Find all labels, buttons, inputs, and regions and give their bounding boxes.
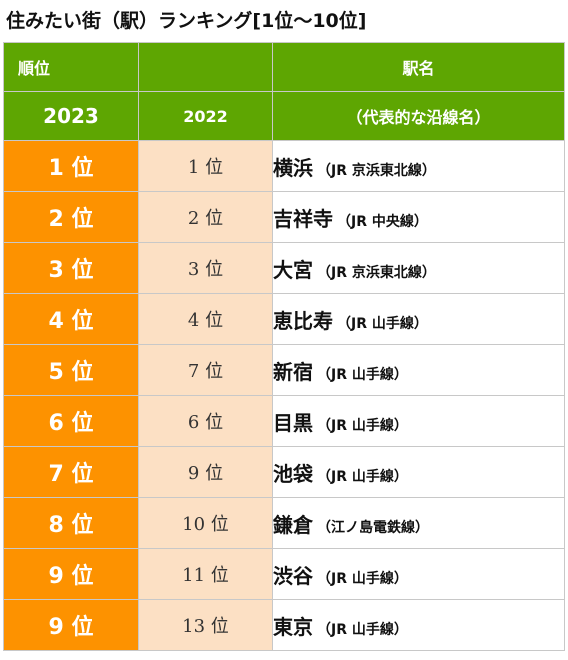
- rank-2023-cell: 7 位: [3, 446, 139, 498]
- station-cell: 恵比寿 （JR 山手線）: [272, 293, 565, 345]
- station-name: 渋谷: [273, 563, 314, 588]
- line-name: （JR 山手線）: [337, 315, 428, 332]
- station-name: 大宮: [273, 257, 314, 282]
- table-row: 9 位 11 位 渋谷 （JR 山手線）: [3, 548, 565, 600]
- station-name: 吉祥寺: [273, 206, 334, 231]
- year-2022-header: 2022: [138, 91, 273, 141]
- rank-2022-cell: 1 位: [138, 140, 273, 192]
- rank-2023-cell: 4 位: [3, 293, 139, 345]
- table-row: 3 位 3 位 大宮 （JR 京浜東北線）: [3, 242, 565, 294]
- station-name: 横浜: [273, 155, 314, 180]
- table-row: 9 位 13 位 東京 （JR 山手線）: [3, 599, 565, 651]
- station-cell: 横浜 （JR 京浜東北線）: [272, 140, 565, 192]
- rank-header: 順位: [3, 42, 139, 92]
- station-name: 新宿: [273, 359, 314, 384]
- ranking-table: 順位 駅名 2023 2022 （代表的な沿線名） 1 位 1 位 横浜 （JR …: [3, 42, 565, 651]
- rank-2022-cell: 4 位: [138, 293, 273, 345]
- line-name: （JR 京浜東北線）: [317, 162, 436, 179]
- table-row: 6 位 6 位 目黒 （JR 山手線）: [3, 395, 565, 447]
- line-name: （JR 山手線）: [317, 366, 408, 383]
- station-name: 目黒: [273, 410, 314, 435]
- station-cell: 吉祥寺 （JR 中央線）: [272, 191, 565, 243]
- year-2023-header: 2023: [3, 91, 139, 141]
- rank-2022-cell: 3 位: [138, 242, 273, 294]
- line-name: （JR 山手線）: [317, 570, 408, 587]
- rank-2022-cell: 11 位: [138, 548, 273, 600]
- table-row: 4 位 4 位 恵比寿 （JR 山手線）: [3, 293, 565, 345]
- table-row: 5 位 7 位 新宿 （JR 山手線）: [3, 344, 565, 396]
- line-name: （JR 山手線）: [317, 417, 408, 434]
- rank-2022-cell: 10 位: [138, 497, 273, 549]
- line-name: （江ノ島電鉄線）: [317, 519, 429, 536]
- rank-2023-cell: 6 位: [3, 395, 139, 447]
- rank-2023-cell: 1 位: [3, 140, 139, 192]
- station-cell: 大宮 （JR 京浜東北線）: [272, 242, 565, 294]
- line-name: （JR 山手線）: [317, 468, 408, 485]
- rank-2022-cell: 2 位: [138, 191, 273, 243]
- table-row: 8 位 10 位 鎌倉 （江ノ島電鉄線）: [3, 497, 565, 549]
- rank-2023-cell: 3 位: [3, 242, 139, 294]
- station-cell: 渋谷 （JR 山手線）: [272, 548, 565, 600]
- station-name: 恵比寿: [273, 308, 334, 333]
- line-name: （JR 中央線）: [337, 213, 428, 230]
- rank-2023-cell: 9 位: [3, 548, 139, 600]
- header-row-1: 順位 駅名: [3, 42, 565, 92]
- page-title: 住みたい街（駅）ランキング[1位～10位]: [6, 10, 367, 32]
- rank-2022-cell: 9 位: [138, 446, 273, 498]
- rank-2023-cell: 5 位: [3, 344, 139, 396]
- station-name: 東京: [273, 614, 314, 639]
- station-cell: 鎌倉 （江ノ島電鉄線）: [272, 497, 565, 549]
- station-cell: 目黒 （JR 山手線）: [272, 395, 565, 447]
- station-name: 池袋: [273, 461, 314, 486]
- station-cell: 新宿 （JR 山手線）: [272, 344, 565, 396]
- rank-2022-cell: 6 位: [138, 395, 273, 447]
- rank-header-empty: [138, 42, 273, 92]
- rank-2022-cell: 13 位: [138, 599, 273, 651]
- header-row-2: 2023 2022 （代表的な沿線名）: [3, 91, 565, 141]
- table-row: 7 位 9 位 池袋 （JR 山手線）: [3, 446, 565, 498]
- line-header: （代表的な沿線名）: [272, 91, 565, 141]
- station-cell: 東京 （JR 山手線）: [272, 599, 565, 651]
- station-header: 駅名: [272, 42, 565, 92]
- rank-2023-cell: 2 位: [3, 191, 139, 243]
- rank-2022-cell: 7 位: [138, 344, 273, 396]
- table-row: 2 位 2 位 吉祥寺 （JR 中央線）: [3, 191, 565, 243]
- line-name: （JR 京浜東北線）: [317, 264, 436, 281]
- station-cell: 池袋 （JR 山手線）: [272, 446, 565, 498]
- rank-2023-cell: 9 位: [3, 599, 139, 651]
- rank-2023-cell: 8 位: [3, 497, 139, 549]
- station-name: 鎌倉: [273, 512, 314, 537]
- table-row: 1 位 1 位 横浜 （JR 京浜東北線）: [3, 140, 565, 192]
- line-name: （JR 山手線）: [317, 621, 408, 638]
